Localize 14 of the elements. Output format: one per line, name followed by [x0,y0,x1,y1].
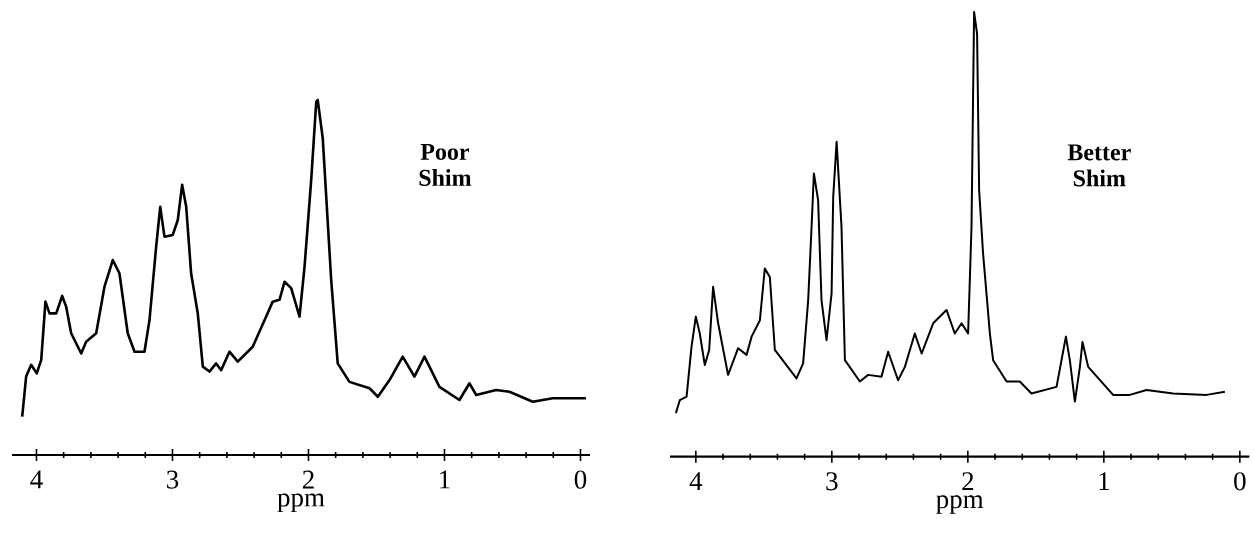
x-axis-title: ppm [277,493,325,513]
x-axis-title: ppm [936,495,984,514]
x-tick-label: 2 [302,470,314,489]
x-tick-label: 3 [826,472,838,491]
annotation: Poor Shim [419,143,472,186]
x-tick-label: 0 [574,470,587,489]
x-tick-label: 4 [689,472,703,490]
annotation: Better Shim [1067,144,1131,187]
x-tick-label: 4 [30,470,43,489]
x-tick-label: 0 [1234,472,1246,491]
x-tick-label: 1 [440,470,450,489]
x-tick-label: 3 [167,470,179,489]
x-tick-label: 2 [962,472,974,491]
x-tick-label: 1 [1099,472,1109,491]
